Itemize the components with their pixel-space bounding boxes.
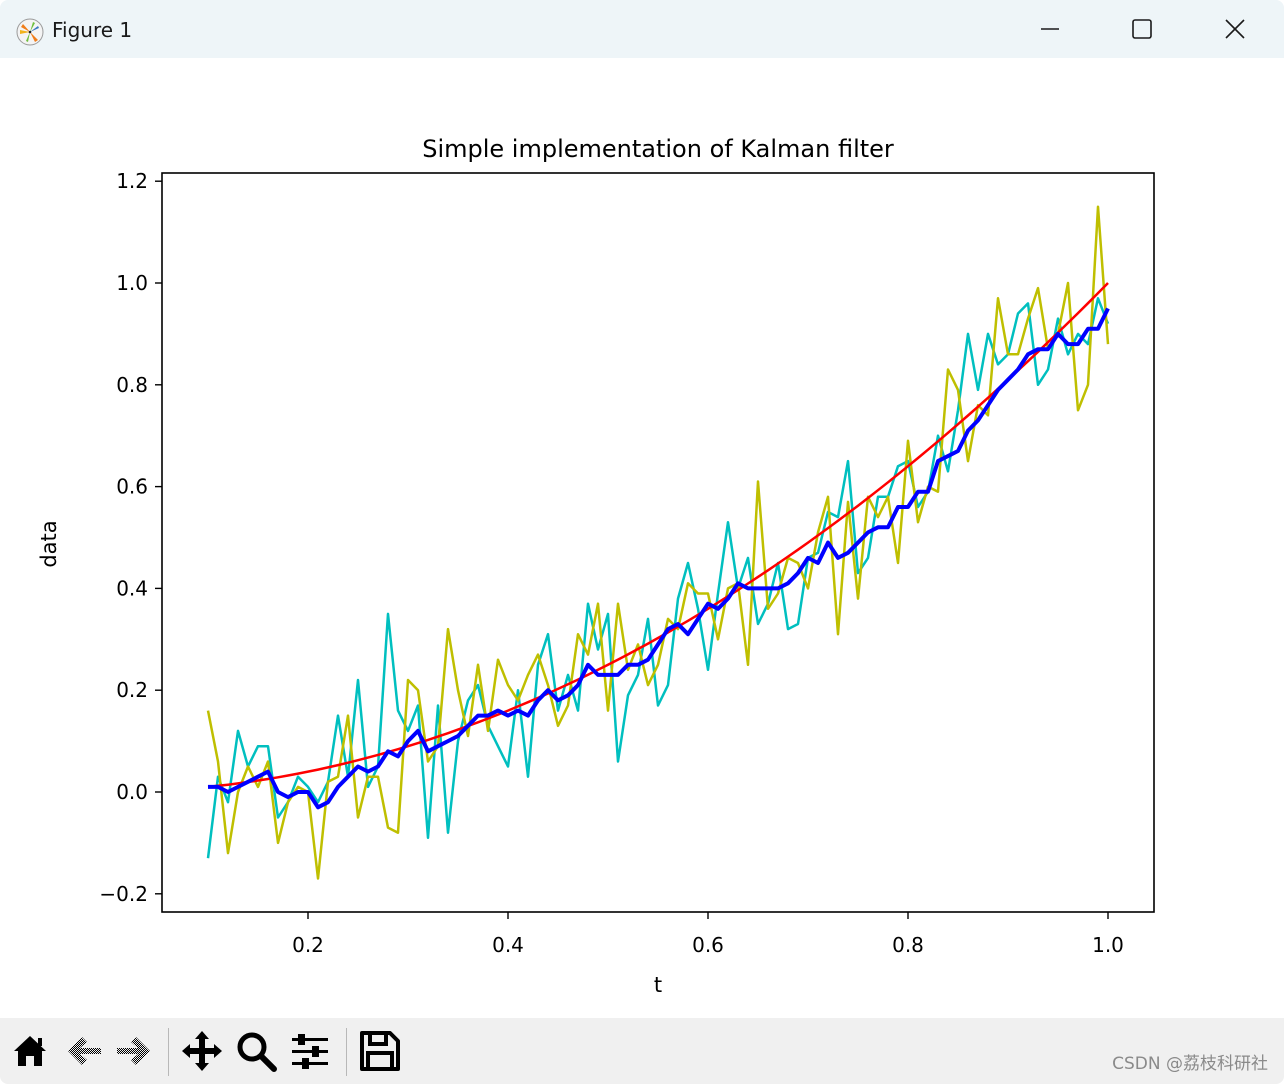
toolbar-separator <box>346 1028 347 1076</box>
magnifier-icon <box>237 1032 277 1072</box>
y-tick-label: 0.6 <box>116 475 148 499</box>
x-axis-label: t <box>654 973 662 997</box>
series-measurement-1 <box>206 297 1110 859</box>
back-button[interactable] <box>62 1028 106 1074</box>
x-tick-label: 1.0 <box>1092 933 1124 957</box>
y-tick-label: 0.8 <box>116 373 148 397</box>
window-title: Figure 1 <box>52 18 133 42</box>
y-tick-label: −0.2 <box>99 882 148 906</box>
maximize-icon <box>1132 19 1152 39</box>
floppy-icon <box>360 1031 400 1071</box>
series-kalman-estimate <box>208 307 1110 810</box>
close-button[interactable] <box>1205 8 1265 50</box>
y-axis-label: data <box>37 520 61 567</box>
zoom-button[interactable] <box>234 1028 278 1074</box>
series-measurement-2 <box>206 205 1110 880</box>
plot-svg[interactable]: Simple implementation of Kalman filter −… <box>0 58 1284 1018</box>
watermark: CSDN @荔枝科研社 <box>1112 1054 1268 1074</box>
pan-button[interactable] <box>180 1028 224 1074</box>
arrow-right-icon <box>117 1037 150 1065</box>
forward-button[interactable] <box>112 1028 156 1074</box>
y-tick-label: 1.0 <box>116 271 148 295</box>
x-tick-label: 0.8 <box>892 933 924 957</box>
y-tick-label: 0.4 <box>116 576 148 600</box>
y-tick-label: 0.0 <box>116 780 148 804</box>
minimize-icon <box>1041 28 1059 30</box>
x-tick-label: 0.6 <box>692 933 724 957</box>
configure-subplots-button[interactable] <box>288 1028 332 1074</box>
home-icon <box>14 1036 46 1066</box>
window-titlebar: Figure 1 <box>0 0 1284 58</box>
close-icon <box>1225 19 1245 39</box>
save-button[interactable] <box>358 1028 402 1074</box>
move-icon <box>182 1031 222 1071</box>
y-tick-label: 1.2 <box>116 169 148 193</box>
y-tick-label: 0.2 <box>116 678 148 702</box>
toolbar-separator <box>168 1028 169 1076</box>
minimize-button[interactable] <box>1020 8 1080 50</box>
series-true-value <box>207 282 1109 789</box>
axes-frame <box>161 172 1155 913</box>
sliders-icon <box>292 1034 328 1069</box>
matplotlib-logo-icon <box>16 18 44 46</box>
y-axis-ticks: −0.2 0.0 0.2 0.4 0.6 0.8 1.0 1.2 <box>99 169 162 906</box>
figure-canvas[interactable]: Simple implementation of Kalman filter −… <box>0 58 1284 1018</box>
x-tick-label: 0.2 <box>292 933 324 957</box>
navigation-toolbar: CSDN @荔枝科研社 <box>0 1018 1284 1084</box>
chart-title: Simple implementation of Kalman filter <box>422 135 894 163</box>
arrow-left-icon <box>68 1037 101 1065</box>
x-axis-ticks: 0.2 0.4 0.6 0.8 1.0 <box>292 912 1124 957</box>
series-layer <box>206 205 1110 880</box>
maximize-button[interactable] <box>1112 8 1172 50</box>
x-tick-label: 0.4 <box>492 933 524 957</box>
home-button[interactable] <box>8 1028 52 1074</box>
